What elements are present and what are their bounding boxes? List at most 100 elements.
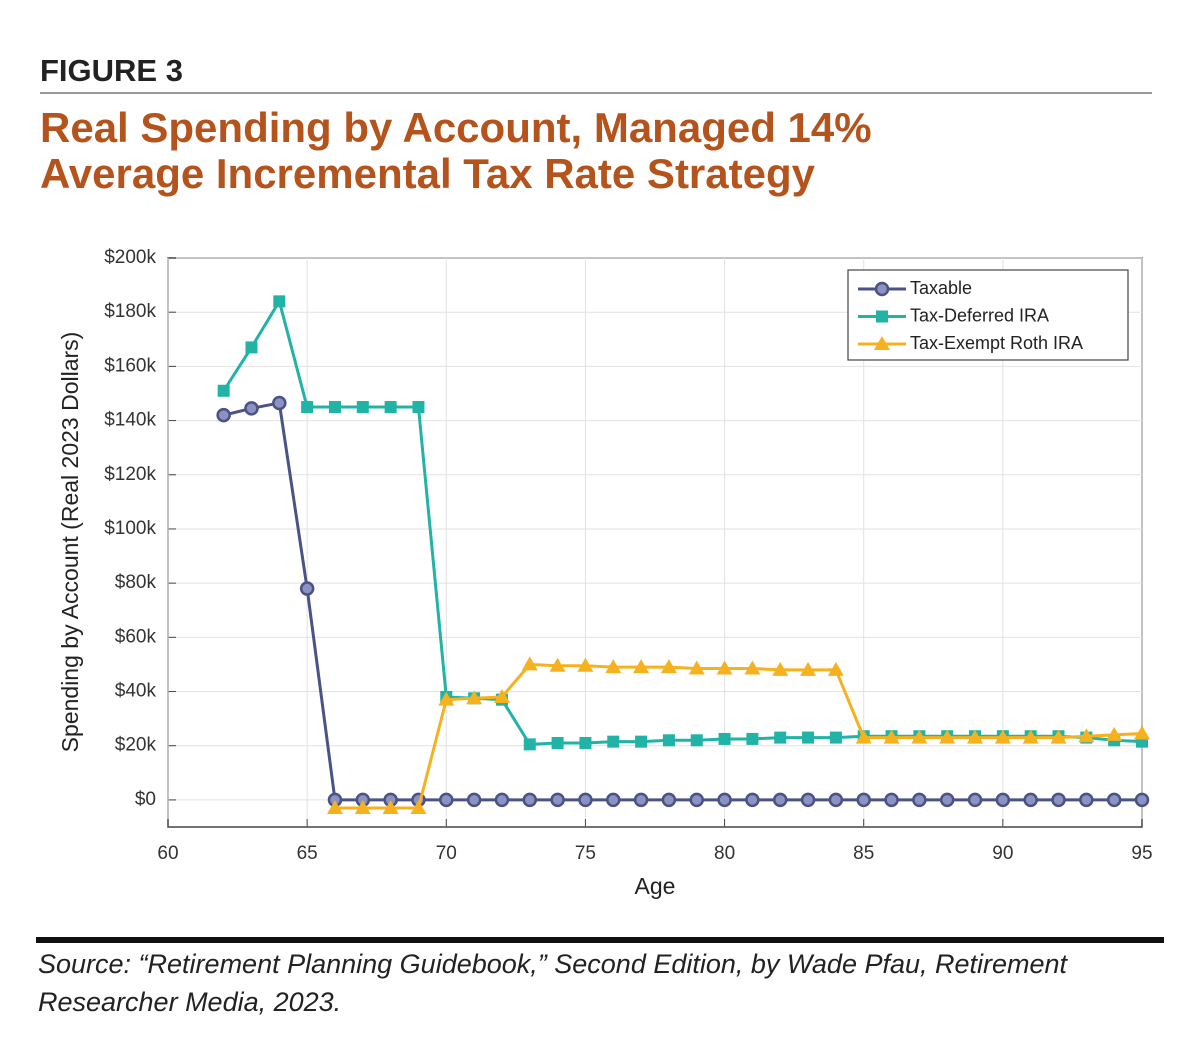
- point: [1106, 792, 1122, 808]
- point: [744, 660, 761, 675]
- point: [688, 660, 705, 675]
- x-tick-label: 85: [853, 843, 874, 864]
- point: [439, 792, 454, 808]
- legend-label: Taxable: [910, 278, 972, 298]
- y-tick-label: $140k: [104, 410, 156, 431]
- point: [1134, 792, 1150, 808]
- point: [1134, 725, 1150, 740]
- point: [551, 737, 564, 750]
- point: [607, 735, 620, 748]
- point: [410, 800, 427, 815]
- point: [245, 341, 258, 354]
- y-tick-label: $60k: [115, 626, 157, 647]
- point: [272, 395, 287, 411]
- point: [874, 281, 890, 297]
- point: [1078, 728, 1095, 743]
- point: [577, 657, 594, 672]
- point: [800, 792, 816, 808]
- point: [244, 401, 259, 416]
- point: [690, 734, 703, 747]
- point: [606, 792, 621, 808]
- point: [828, 792, 844, 808]
- point: [717, 792, 732, 808]
- point: [689, 792, 704, 808]
- y-tick-label: $180k: [104, 301, 156, 322]
- point: [550, 792, 565, 808]
- point: [326, 800, 343, 815]
- x-tick-label: 70: [436, 843, 457, 864]
- point: [995, 792, 1011, 808]
- point: [939, 792, 955, 808]
- point: [523, 738, 536, 751]
- x-tick-label: 90: [992, 843, 1013, 864]
- point: [301, 401, 314, 414]
- point: [273, 295, 286, 308]
- point: [967, 792, 983, 808]
- source-line: Source: “Retirement Planning Guidebook,”…: [38, 949, 1069, 979]
- point: [1106, 726, 1123, 741]
- point: [438, 691, 455, 706]
- point: [356, 401, 369, 414]
- point: [633, 792, 649, 808]
- point: [994, 729, 1011, 744]
- x-tick-label: 60: [157, 843, 178, 864]
- point: [774, 731, 787, 744]
- point: [605, 659, 622, 674]
- point: [874, 336, 890, 350]
- y-tick-label: $40k: [115, 681, 157, 702]
- point: [1079, 792, 1094, 808]
- y-tick-label: $80k: [115, 572, 157, 593]
- point: [772, 792, 788, 808]
- point: [1051, 792, 1066, 808]
- y-tick-label: $200k: [104, 247, 156, 268]
- point: [660, 659, 677, 674]
- point: [829, 731, 842, 744]
- point: [939, 729, 956, 744]
- point: [883, 729, 900, 744]
- point: [800, 661, 817, 676]
- point: [493, 688, 510, 703]
- point: [354, 800, 371, 815]
- legend-label: Tax-Deferred IRA: [910, 305, 1049, 325]
- point: [856, 792, 871, 808]
- point: [772, 661, 789, 676]
- point: [494, 792, 510, 808]
- point: [1023, 792, 1038, 808]
- point: [216, 407, 231, 423]
- point: [635, 735, 648, 748]
- point: [912, 792, 927, 808]
- y-tick-label: $0: [135, 789, 156, 810]
- point: [745, 792, 760, 808]
- point: [328, 401, 341, 414]
- point: [662, 734, 675, 747]
- x-tick-label: 95: [1131, 843, 1152, 864]
- x-tick-label: 65: [297, 843, 318, 864]
- point: [412, 401, 425, 414]
- y-tick-label: $20k: [115, 735, 157, 756]
- series-line: [223, 401, 1142, 802]
- point: [384, 401, 397, 414]
- point: [579, 737, 592, 750]
- point: [521, 656, 538, 671]
- point: [876, 310, 888, 323]
- point: [578, 792, 593, 808]
- legend-label: Tax-Exempt Roth IRA: [910, 333, 1083, 353]
- y-tick-label: $100k: [104, 518, 156, 539]
- point: [967, 729, 984, 744]
- point: [466, 792, 482, 808]
- point: [855, 729, 872, 744]
- figure-label: FIGURE 3: [40, 53, 183, 88]
- point: [1050, 729, 1067, 744]
- y-tick-label: $120k: [104, 464, 156, 485]
- point: [522, 792, 538, 808]
- point: [466, 690, 483, 705]
- x-tick-label: 75: [575, 843, 596, 864]
- point: [827, 661, 844, 676]
- point: [802, 731, 815, 744]
- source-line: Researcher Media, 2023.: [38, 987, 341, 1017]
- title-line: Average Incremental Tax Rate Strategy: [40, 150, 816, 197]
- point: [549, 657, 566, 672]
- point: [382, 800, 399, 815]
- point: [718, 732, 731, 745]
